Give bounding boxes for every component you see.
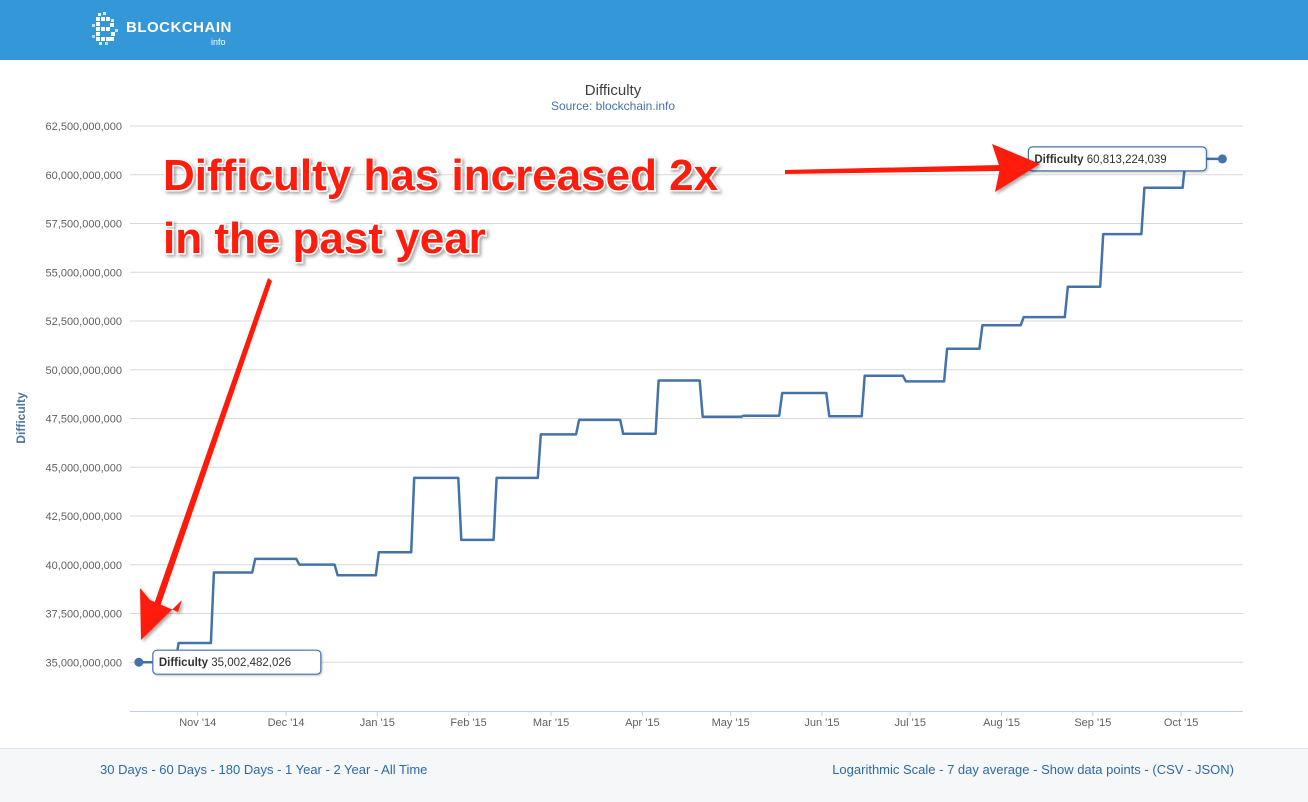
option-links: Logarithmic Scale - 7 day average - Show… <box>832 762 1234 777</box>
y-tick-label: 37,500,000,000 <box>46 609 122 621</box>
tooltip-box <box>152 649 322 675</box>
separator: - <box>1183 762 1195 777</box>
range-all-time-link[interactable]: All Time <box>381 762 428 777</box>
header-bar: BLOCKCHAIN info <box>0 0 1308 60</box>
range-1-year-link[interactable]: 1 Year <box>285 762 322 777</box>
range-links: 30 Days - 60 Days - 180 Days - 1 Year - … <box>100 762 427 777</box>
annotation-layer: Difficulty has increased 2x in the past y… <box>140 144 1040 640</box>
separator: ) <box>1229 762 1234 777</box>
range-2-year-link[interactable]: 2 Year <box>333 762 371 777</box>
logo-subtext: info <box>211 37 226 47</box>
log-scale-link[interactable]: Logarithmic Scale <box>832 762 936 777</box>
tooltip-label: Difficulty <box>159 657 211 669</box>
x-tick-label: Jan '15 <box>360 717 395 729</box>
x-tick-label: May '15 <box>712 717 750 729</box>
x-tick-label: Aug '15 <box>983 717 1020 729</box>
y-tick-label: 47,500,000,000 <box>46 414 122 426</box>
axes: 35,000,000,000 37,500,000,000 40,000,000,0… <box>46 121 1243 729</box>
series-line-difficulty <box>138 157 1224 664</box>
x-tick-label: Oct '15 <box>1164 717 1199 729</box>
annotation-arrow-shaft <box>146 278 272 630</box>
y-axis-title: Difficulty <box>14 392 28 444</box>
chart-subtitle: Source: blockchain.info <box>551 99 675 113</box>
x-tick-label: Feb '15 <box>450 717 486 729</box>
annotation-arrowhead <box>140 588 182 640</box>
blockchain-logo[interactable]: BLOCKCHAIN info <box>90 9 240 51</box>
y-tick-label: 52,500,000,000 <box>46 316 122 328</box>
x-tick-label: Sep '15 <box>1074 717 1111 729</box>
y-tick-label: 40,000,000,000 <box>46 560 122 572</box>
y-tick-label: 57,500,000,000 <box>46 219 122 231</box>
annotation-arrow-shaft <box>785 165 1000 174</box>
x-tick-label: Jun '15 <box>804 717 839 729</box>
separator: - <box>321 762 334 777</box>
annotation-text-line2: in the past year <box>163 214 486 263</box>
tooltip-value: 35,002,482,026 <box>211 657 291 669</box>
separator: - <box>1029 762 1042 777</box>
y-tick-label: 62,500,000,000 <box>46 121 122 133</box>
range-30-days-link[interactable]: 30 Days <box>100 762 148 777</box>
footer-bar: 30 Days - 60 Days - 180 Days - 1 Year - … <box>0 748 1308 802</box>
tooltip-value: 60,813,224,039 <box>1087 154 1167 166</box>
chart-title: Difficulty <box>585 82 642 99</box>
y-tick-label: 55,000,000,000 <box>46 267 122 279</box>
x-tick-label: Apr '15 <box>625 717 660 729</box>
annotation-text-line1: Difficulty has increased 2x <box>163 151 719 200</box>
csv-link[interactable]: CSV <box>1156 762 1184 777</box>
difficulty-chart: 35,000,000,000 37,500,000,000 40,000,000,0… <box>14 82 1243 729</box>
separator: - <box>206 762 219 777</box>
y-tick-label: 35,000,000,000 <box>46 657 122 669</box>
data-point-first[interactable] <box>134 657 144 667</box>
separator: - ( <box>1140 762 1157 777</box>
separator: - <box>935 762 948 777</box>
annotation-arrowhead <box>992 144 1040 192</box>
series-layer <box>134 154 1227 667</box>
y-tick-label: 45,000,000,000 <box>46 462 122 474</box>
tooltip-label: Difficulty <box>1034 154 1086 166</box>
y-tick-label: 50,000,000,000 <box>46 365 122 377</box>
seven-day-average-link[interactable]: 7 day average <box>947 762 1030 777</box>
x-tick-label: Nov '14 <box>179 717 216 729</box>
y-tick-label: 60,000,000,000 <box>46 170 122 182</box>
tooltip-text: Difficulty 60,813,224,039 <box>1034 154 1166 166</box>
tooltip-first-point: Difficulty 35,002,482,026 <box>152 649 322 675</box>
range-60-days-link[interactable]: 60 Days <box>159 762 207 777</box>
x-tick-label: Dec '14 <box>268 717 305 729</box>
grid-lines <box>130 125 1243 663</box>
blockchain-logo-icon <box>92 12 118 45</box>
separator: - <box>273 762 286 777</box>
separator: - <box>370 762 382 777</box>
range-180-days-link[interactable]: 180 Days <box>218 762 274 777</box>
logo-text: BLOCKCHAIN <box>126 19 232 36</box>
x-tick-label: Mar '15 <box>533 717 569 729</box>
y-tick-label: 42,500,000,000 <box>46 511 122 523</box>
separator: - <box>147 762 160 777</box>
tooltip-last-point: Difficulty 60,813,224,039 <box>1027 146 1207 172</box>
json-link[interactable]: JSON <box>1194 762 1230 777</box>
tooltip-box <box>1027 146 1207 172</box>
x-tick-label: Jul '15 <box>895 717 926 729</box>
tooltip-text: Difficulty 35,002,482,026 <box>159 657 291 669</box>
show-data-points-link[interactable]: Show data points <box>1041 762 1141 777</box>
data-point-last[interactable] <box>1217 154 1227 164</box>
